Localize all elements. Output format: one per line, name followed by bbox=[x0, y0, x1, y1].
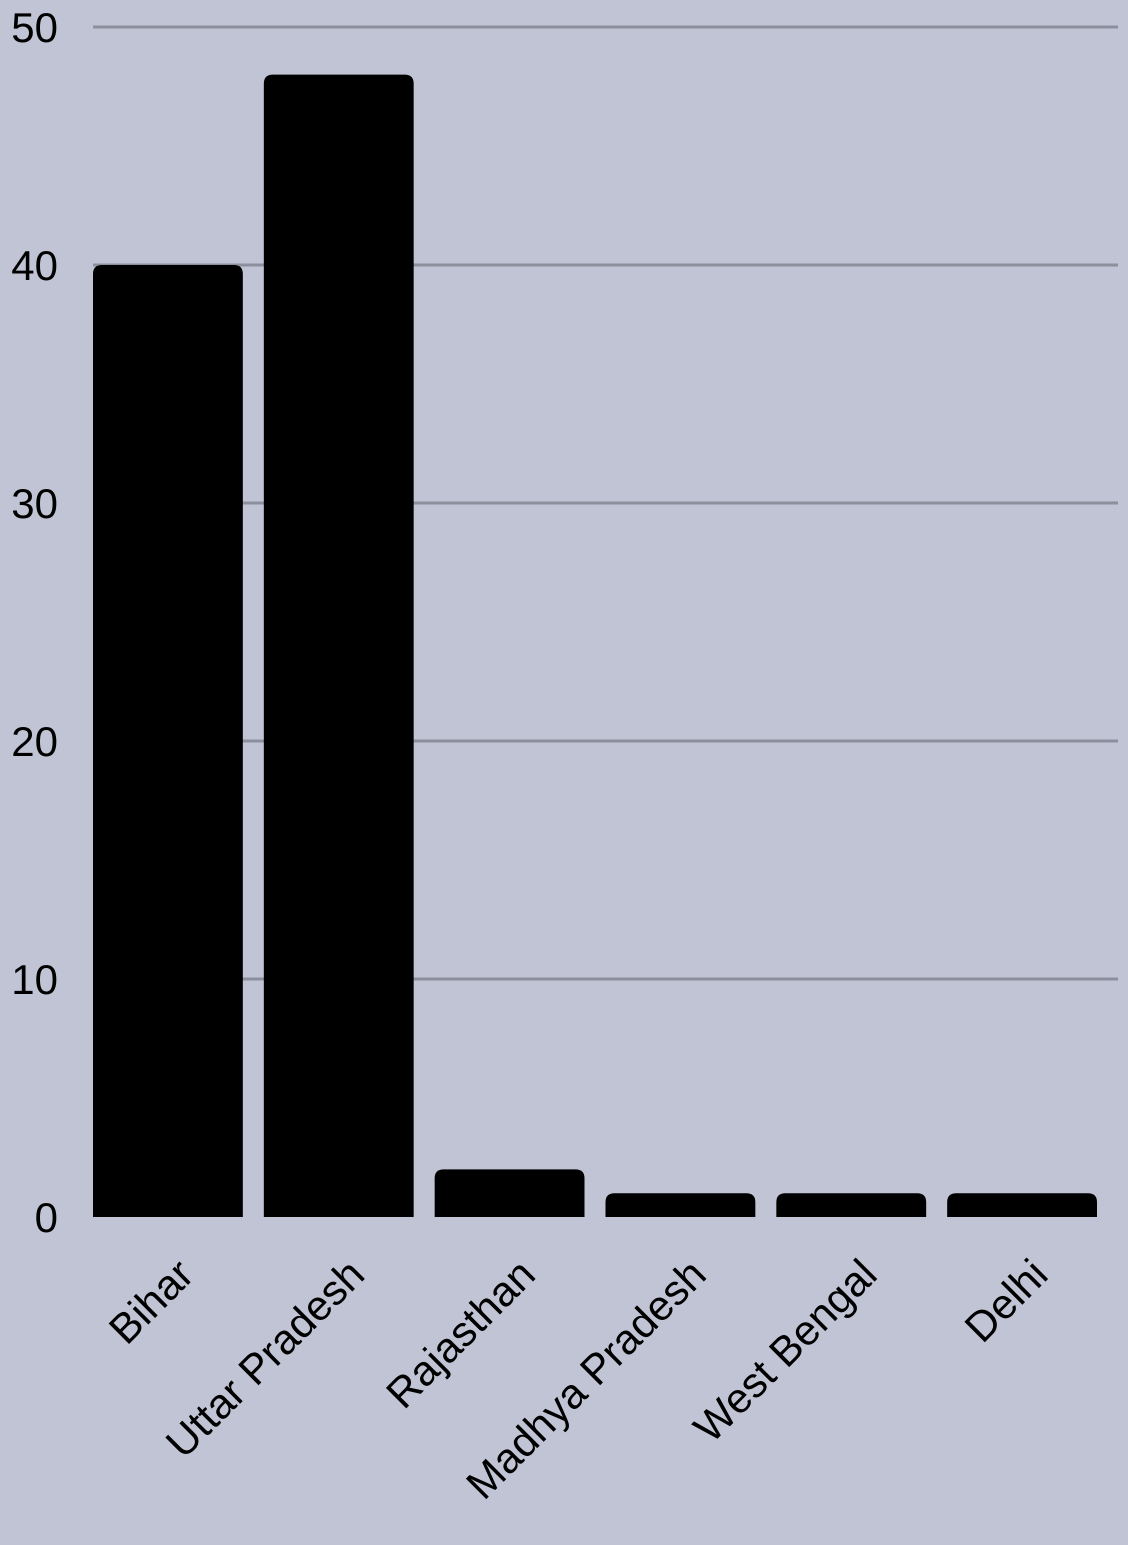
bar-bihar bbox=[93, 265, 243, 1217]
x-category-label: Bihar bbox=[100, 1250, 203, 1353]
y-tick-label: 20 bbox=[11, 718, 58, 765]
x-category-label: Delhi bbox=[956, 1250, 1057, 1351]
bars bbox=[93, 74, 1097, 1218]
y-tick-label: 50 bbox=[11, 4, 58, 51]
y-tick-label: 0 bbox=[35, 1194, 58, 1241]
x-category-label: West Bengal bbox=[685, 1250, 886, 1451]
bar-uttar-pradesh bbox=[263, 74, 414, 1218]
y-axis-ticks: 0 10 20 30 40 50 bbox=[11, 4, 58, 1241]
y-tick-label: 30 bbox=[11, 480, 58, 527]
bar-delhi bbox=[947, 1193, 1097, 1217]
bar-madhya-pradesh bbox=[605, 1193, 756, 1217]
bar-rajasthan bbox=[434, 1169, 585, 1217]
x-category-label: Rajasthan bbox=[377, 1250, 544, 1417]
y-tick-label: 10 bbox=[11, 956, 58, 1003]
bar-west-bengal bbox=[776, 1193, 927, 1217]
y-tick-label: 40 bbox=[11, 242, 58, 289]
grid-layer bbox=[93, 25, 1118, 981]
